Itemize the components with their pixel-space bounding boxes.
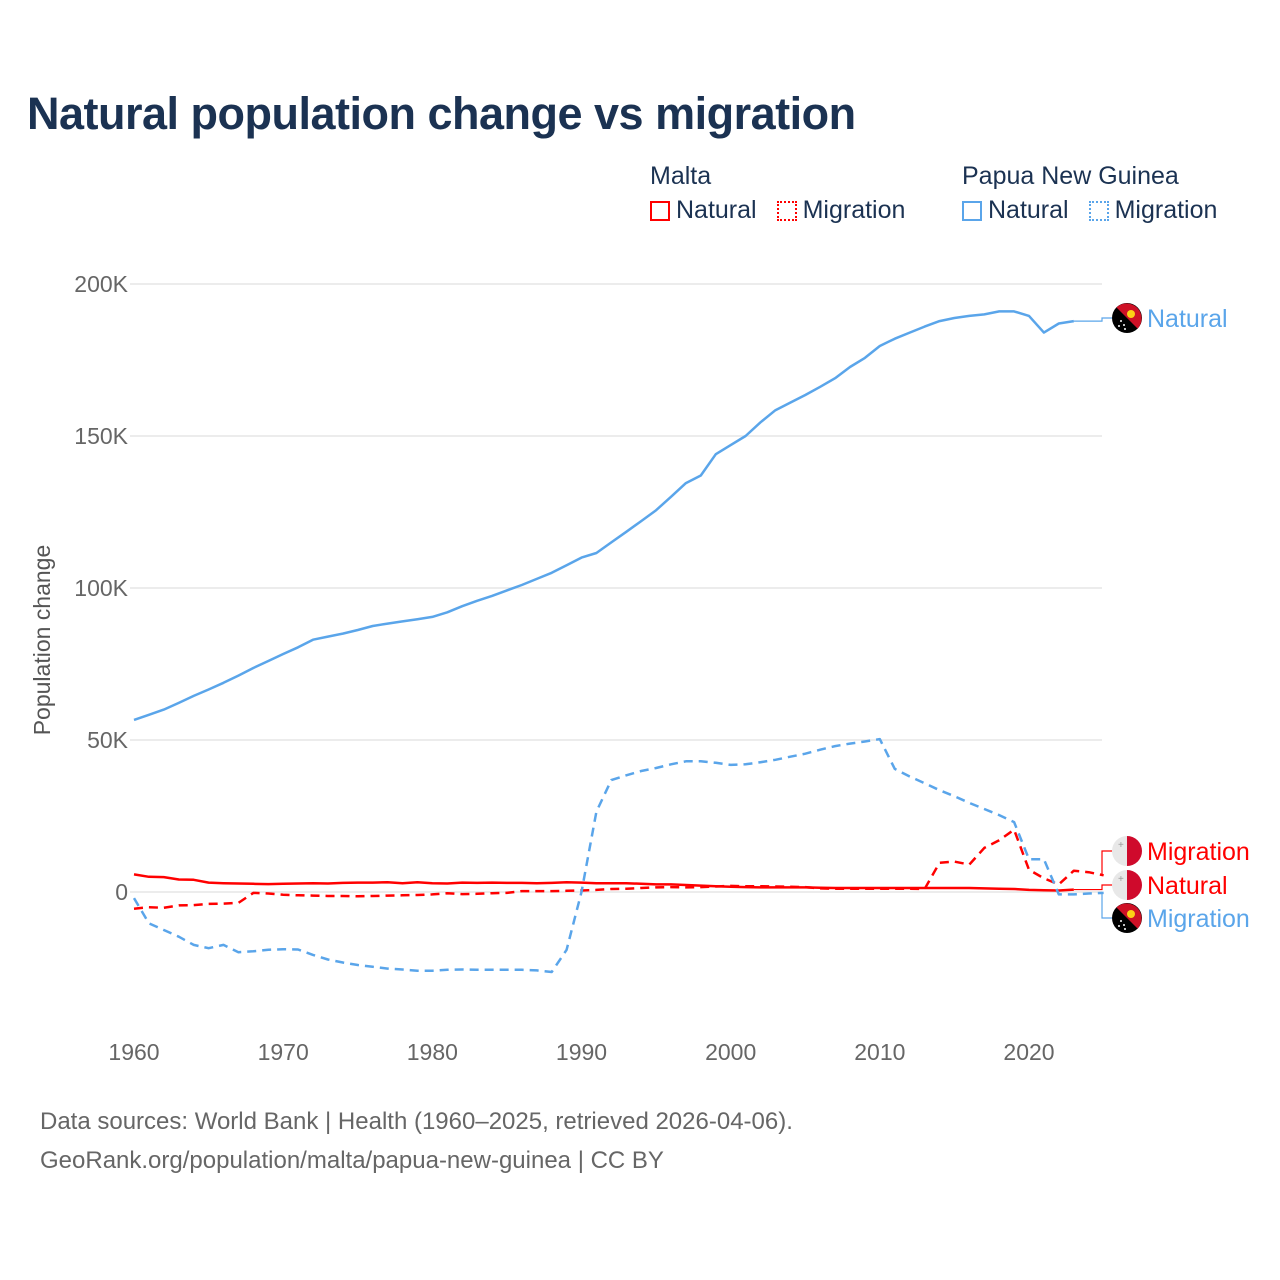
legend-label: Migration bbox=[802, 196, 906, 224]
label-connector bbox=[1101, 892, 1112, 919]
y-axis-label: Population change bbox=[29, 545, 55, 736]
malta-flag-red-half bbox=[1127, 870, 1142, 900]
legend-swatch-dotted bbox=[776, 200, 797, 221]
series-line-papua-new-guinea-natural[interactable] bbox=[133, 310, 1074, 722]
series-end-label: Migration bbox=[1147, 838, 1250, 866]
y-tick-label: 100K bbox=[74, 575, 128, 601]
png-bird-icon bbox=[1127, 310, 1135, 318]
png-star-icon bbox=[1118, 325, 1120, 327]
label-connector bbox=[1073, 884, 1112, 891]
malta-flag-red-half bbox=[1127, 836, 1142, 866]
series-end-label: Natural bbox=[1147, 872, 1228, 900]
x-tick-label: 1990 bbox=[556, 1039, 607, 1065]
legend-item-malta-natural[interactable]: Natural bbox=[650, 196, 757, 225]
png-star-icon bbox=[1124, 328, 1126, 330]
x-tick-label: 1960 bbox=[108, 1039, 159, 1065]
legend-label: Natural bbox=[988, 196, 1069, 224]
y-tick-label: 200K bbox=[74, 271, 128, 297]
series-line-papua-new-guinea-migration[interactable] bbox=[132, 737, 1104, 974]
y-tick-label: 50K bbox=[87, 727, 129, 753]
x-tick-label: 2010 bbox=[854, 1039, 905, 1065]
legend-item-png-natural[interactable]: Natural bbox=[962, 196, 1069, 225]
png-star-icon bbox=[1120, 320, 1122, 322]
series-line-malta-migration[interactable] bbox=[133, 828, 1104, 910]
y-tick-label: 0 bbox=[115, 879, 128, 905]
malta-cross-icon: + bbox=[1118, 874, 1124, 885]
x-tick-label: 1970 bbox=[258, 1039, 309, 1065]
png-star-icon bbox=[1123, 924, 1125, 926]
y-tick-label: 150K bbox=[74, 423, 128, 449]
legend-label: Natural bbox=[676, 196, 757, 224]
png-bird-icon bbox=[1127, 910, 1135, 918]
legend-item-png-migration[interactable]: Migration bbox=[1088, 196, 1218, 225]
png-star-icon bbox=[1124, 928, 1126, 930]
x-tick-label: 2000 bbox=[705, 1039, 756, 1065]
series-line-malta-natural[interactable] bbox=[133, 873, 1074, 892]
legend-item-malta-migration[interactable]: Migration bbox=[776, 196, 906, 225]
legend-group-png: Papua New Guinea Natural Migration bbox=[962, 162, 1217, 225]
legend-group-title: Papua New Guinea bbox=[962, 162, 1179, 190]
label-connector bbox=[1073, 317, 1112, 322]
legend-group-title: Malta bbox=[650, 162, 712, 190]
label-connector bbox=[1101, 850, 1112, 876]
x-tick-label: 2020 bbox=[1003, 1039, 1054, 1065]
png-star-icon bbox=[1118, 925, 1120, 927]
png-star-icon bbox=[1120, 920, 1122, 922]
attribution-link[interactable]: GeoRank.org/population/malta/papua-new-g… bbox=[40, 1147, 664, 1174]
legend-swatch-solid bbox=[650, 200, 670, 221]
x-tick-label: 1980 bbox=[407, 1039, 458, 1065]
legend-label: Migration bbox=[1114, 196, 1218, 224]
legend-group-malta: Malta Natural Migration bbox=[650, 162, 925, 225]
legend-swatch-solid bbox=[962, 200, 982, 221]
chart-title: Natural population change vs migration bbox=[27, 88, 856, 139]
png-star-icon bbox=[1123, 324, 1125, 326]
data-source-text: Data sources: World Bank | Health (1960–… bbox=[40, 1108, 793, 1135]
legend-swatch-dotted bbox=[1088, 200, 1109, 221]
series-end-label: Natural bbox=[1147, 305, 1228, 333]
malta-cross-icon: + bbox=[1118, 840, 1124, 851]
series-end-label: Migration bbox=[1147, 905, 1250, 933]
